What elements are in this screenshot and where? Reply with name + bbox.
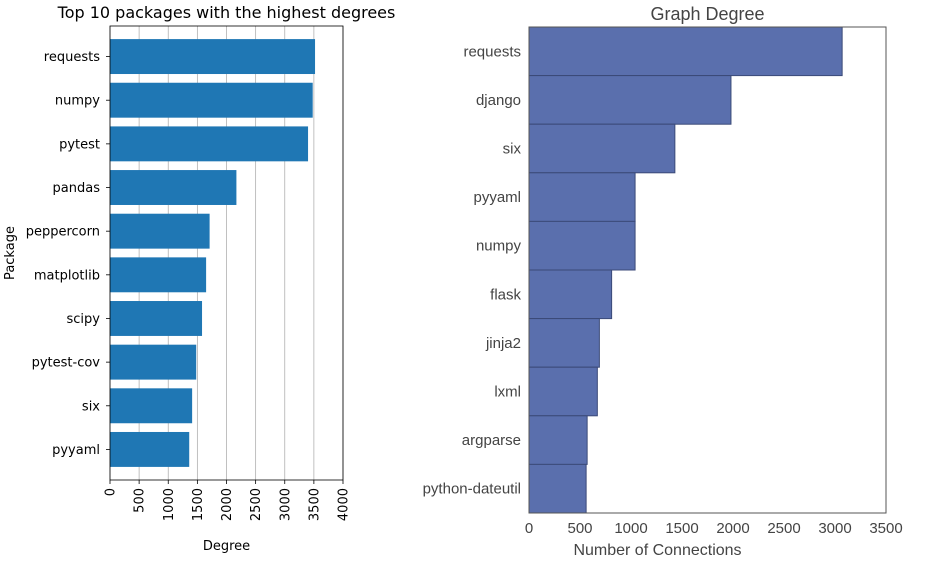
c1-bar-pytest bbox=[110, 126, 309, 162]
c2-ytick-label: argparse bbox=[462, 432, 521, 449]
c1-xtick-label: 3000 bbox=[278, 488, 293, 521]
c1-ytick-label: peppercorn bbox=[26, 225, 100, 240]
c1-xtick-label: 0 bbox=[104, 488, 119, 496]
c2-xtick-label: 500 bbox=[567, 520, 592, 537]
c1-xtick-label: 3500 bbox=[307, 488, 322, 521]
c2-xtick-label: 1500 bbox=[665, 520, 698, 537]
c1-ytick-label: six bbox=[82, 399, 100, 414]
c1-ytick-label: numpy bbox=[55, 94, 100, 109]
c1-xtick-label: 500 bbox=[133, 488, 148, 513]
c2-xtick-label: 0 bbox=[525, 520, 533, 537]
c1-xtick-label: 4000 bbox=[337, 488, 352, 521]
c2-bar-lxml bbox=[528, 366, 598, 417]
c2-bar-jinja2 bbox=[528, 318, 600, 368]
c2-xtick-label: 3000 bbox=[818, 520, 851, 537]
c2-ytick-label: six bbox=[503, 141, 522, 158]
c1-xtick-label: 1000 bbox=[162, 488, 177, 521]
c2-ytick-label: jinja2 bbox=[485, 335, 521, 352]
c1-title: Top 10 packages with the highest degrees bbox=[57, 3, 396, 22]
c2-ytick-label: requests bbox=[463, 43, 521, 60]
c2-ytick-label: django bbox=[476, 92, 521, 109]
c1-ytick-label: requests bbox=[44, 50, 100, 65]
c1-bar-pyyaml bbox=[110, 431, 190, 467]
c1-xtick-label: 2000 bbox=[220, 488, 235, 521]
c2-xlabel: Number of Connections bbox=[573, 542, 741, 559]
c1-bar-pytest-cov bbox=[110, 344, 197, 380]
c1-bar-scipy bbox=[110, 301, 203, 336]
c2-bar-pyyaml bbox=[528, 172, 636, 222]
c1-bar-matplotlib bbox=[110, 257, 207, 293]
c2-ytick-label: python-dateutil bbox=[423, 481, 521, 498]
c2-xtick-label: 3500 bbox=[869, 520, 902, 537]
c2-xtick-label: 1000 bbox=[614, 520, 647, 537]
c1-xtick-label: 2500 bbox=[249, 488, 264, 521]
c1-ytick-label: pytest bbox=[59, 137, 100, 152]
c2-xtick-label: 2500 bbox=[767, 520, 800, 537]
c2-ytick-label: pyyaml bbox=[473, 189, 521, 206]
c1-xtick-label: 1500 bbox=[191, 488, 206, 521]
c2-bar-django bbox=[528, 75, 732, 125]
c2-bar-python-dateutil bbox=[528, 463, 587, 514]
c2-axes-frame bbox=[528, 26, 887, 514]
c2-bar-numpy bbox=[528, 220, 636, 271]
c1-ytick-label: scipy bbox=[67, 312, 101, 327]
c1-bar-pandas bbox=[110, 170, 237, 205]
c2-bar-flask bbox=[528, 269, 613, 320]
c1-xlabel: Degree bbox=[203, 539, 250, 554]
c1-bar-numpy bbox=[110, 82, 313, 118]
c2-bar-six bbox=[528, 123, 676, 174]
c1-ytick-label: pandas bbox=[53, 181, 101, 196]
c2-ytick-label: lxml bbox=[494, 384, 521, 401]
c2-bar-requests bbox=[528, 26, 843, 77]
c1-ytick-label: pyyaml bbox=[52, 443, 100, 458]
c1-bar-requests bbox=[110, 39, 316, 75]
c2-title: Graph Degree bbox=[650, 4, 764, 24]
c2-bar-argparse bbox=[528, 415, 588, 465]
c1-bar-peppercorn bbox=[110, 213, 210, 249]
c1-bar-six bbox=[110, 388, 193, 424]
c1-ytick-label: matplotlib bbox=[34, 268, 100, 283]
c2-ytick-label: numpy bbox=[476, 238, 522, 255]
c1-ytick-label: pytest-cov bbox=[32, 356, 101, 371]
c2-xtick-label: 2000 bbox=[716, 520, 749, 537]
c1-ylabel: Package bbox=[3, 226, 18, 280]
c2-ytick-label: flask bbox=[490, 286, 521, 303]
